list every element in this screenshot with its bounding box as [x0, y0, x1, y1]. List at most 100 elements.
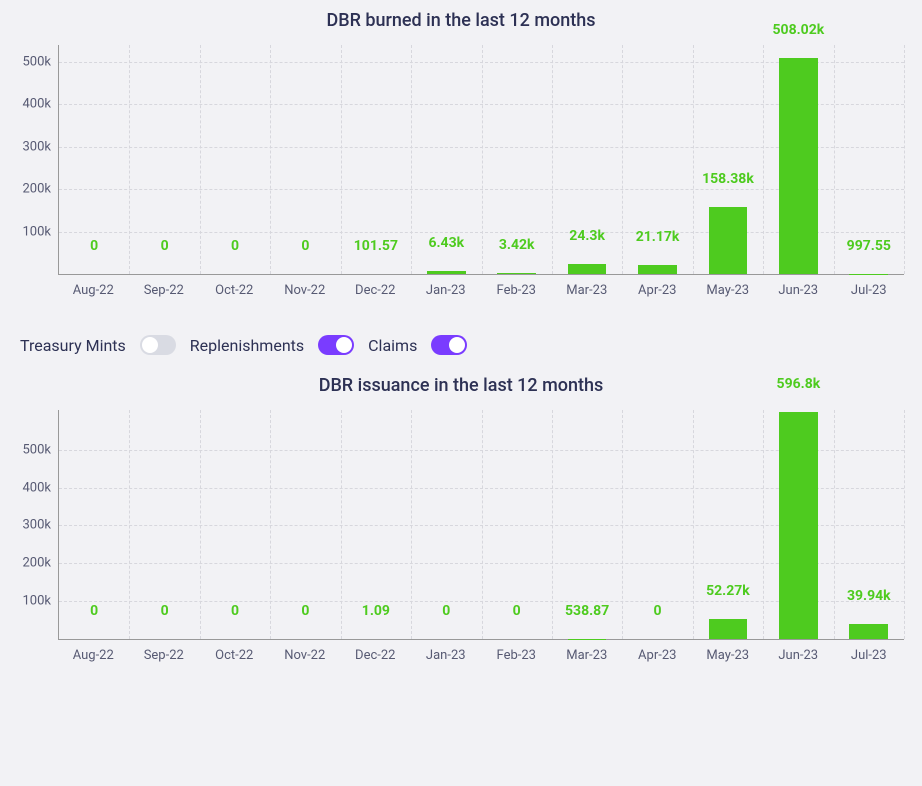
chart-gridline-h	[59, 450, 904, 451]
burned-xaxis: Aug-22 Sep-22 Oct-22 Nov-22 Dec-22 Jan-23 Feb-…	[58, 275, 904, 305]
chart-bar[interactable]	[709, 207, 748, 274]
chart-ytick-label: 500k	[22, 54, 59, 69]
chart-ytick-label: 300k	[22, 139, 59, 154]
toggle-switch[interactable]	[431, 335, 467, 355]
burned-chart: 100k200k300k400k500k0000101.576.43k3.42k…	[58, 45, 904, 305]
chart-ytick-label: 300k	[22, 518, 59, 533]
chart-gridline-v	[341, 45, 342, 274]
chart-gridline-h	[59, 601, 904, 602]
chart-xtick-label: Feb-23	[497, 648, 536, 663]
chart-bar-label: 0	[513, 603, 521, 619]
chart-xtick-label: May-23	[706, 648, 749, 663]
chart-bar-label: 0	[90, 603, 98, 619]
chart-xtick-label: Oct-22	[215, 283, 253, 298]
chart-ytick-label: 400k	[22, 97, 59, 112]
chart-bar-label: 0	[231, 603, 239, 619]
chart-xtick-label: Mar-23	[566, 283, 607, 298]
chart-bar-label: 158.38k	[702, 171, 754, 187]
chart-bar[interactable]	[568, 264, 607, 274]
chart-bar-label: 0	[90, 238, 98, 254]
chart-gridline-v	[622, 45, 623, 274]
toggle-label: Replenishments	[190, 336, 304, 355]
chart-bar-label: 0	[301, 238, 309, 254]
chart-gridline-h	[59, 232, 904, 233]
chart-gridline-v	[270, 45, 271, 274]
chart-xtick-label: Dec-22	[355, 283, 395, 298]
chart-xtick-label: Jul-23	[851, 648, 887, 663]
chart-ytick-label: 100k	[22, 224, 59, 239]
toggle-knob	[142, 337, 158, 353]
chart-gridline-v	[129, 45, 130, 274]
toggle-knob	[449, 337, 465, 353]
chart-xtick-label: Dec-22	[355, 648, 395, 663]
issuance-xaxis: Aug-22 Sep-22 Oct-22 Nov-22 Dec-22 Jan-23 Feb-…	[58, 640, 904, 670]
chart-ytick-label: 200k	[22, 182, 59, 197]
chart-xtick-label: Nov-22	[284, 648, 325, 663]
chart-bar-label: 0	[231, 238, 239, 254]
chart-xtick-label: Aug-22	[73, 283, 114, 298]
chart-xtick-label: Feb-23	[497, 283, 536, 298]
chart-gridline-v	[482, 45, 483, 274]
chart-xtick-label: Jan-23	[426, 283, 466, 298]
burned-plot-area: 100k200k300k400k500k0000101.576.43k3.42k…	[58, 45, 904, 275]
chart-gridline-v	[763, 45, 764, 274]
chart-gridline-v	[904, 410, 905, 639]
chart-gridline-h	[59, 563, 904, 564]
chart-bar-label: 3.42k	[499, 237, 535, 253]
issuance-chart-block: DBR issuance in the last 12 months 100k2…	[0, 365, 922, 690]
chart-bar[interactable]	[427, 271, 466, 274]
chart-xtick-label: Nov-22	[284, 283, 325, 298]
chart-gridline-v	[693, 45, 694, 274]
chart-xtick-label: Jun-23	[778, 648, 818, 663]
chart-bar-label: 39.94k	[847, 588, 891, 604]
burned-chart-block: DBR burned in the last 12 months 100k200…	[0, 0, 922, 325]
chart-bar-label: 508.02k	[773, 22, 825, 38]
toggle-switch[interactable]	[318, 335, 354, 355]
chart-gridline-h	[59, 62, 904, 63]
chart-bar[interactable]	[779, 58, 818, 274]
chart-bar-label: 0	[654, 603, 662, 619]
chart-ytick-label: 400k	[22, 480, 59, 495]
chart-xtick-label: Jul-23	[851, 283, 887, 298]
chart-gridline-v	[834, 45, 835, 274]
chart-gridline-v	[200, 45, 201, 274]
chart-xtick-label: May-23	[706, 283, 749, 298]
chart-gridline-v	[904, 45, 905, 274]
chart-bar[interactable]	[849, 624, 888, 639]
toggle-label: Claims	[368, 336, 417, 355]
chart-xtick-label: Jun-23	[778, 283, 818, 298]
chart-bar-label: 21.17k	[636, 229, 680, 245]
chart-bar[interactable]	[709, 619, 748, 639]
chart-gridline-v	[552, 45, 553, 274]
chart-bar-label: 0	[161, 238, 169, 254]
chart-bar-label: 0	[301, 603, 309, 619]
issuance-plot-area: 100k200k300k400k500k00001.0900538.87052.…	[58, 410, 904, 640]
chart-xtick-label: Jan-23	[426, 648, 466, 663]
toggle-row: Treasury Mints Replenishments Claims	[0, 331, 922, 359]
chart-bar-label: 0	[161, 603, 169, 619]
chart-xtick-label: Aug-22	[73, 648, 114, 663]
chart-bar-label: 101.57	[354, 238, 398, 254]
chart-xtick-label: Sep-22	[144, 283, 184, 298]
chart-gridline-v	[411, 45, 412, 274]
chart-xtick-label: Oct-22	[215, 648, 253, 663]
chart-bar[interactable]	[638, 265, 677, 274]
chart-bar-label: 538.87	[565, 603, 609, 619]
chart-xtick-label: Sep-22	[144, 648, 184, 663]
chart-gridline-h	[59, 147, 904, 148]
chart-bar-label: 0	[442, 603, 450, 619]
issuance-chart: 100k200k300k400k500k00001.0900538.87052.…	[58, 410, 904, 670]
chart-ytick-label: 100k	[22, 594, 59, 609]
chart-bar[interactable]	[779, 412, 818, 639]
chart-gridline-h	[59, 525, 904, 526]
chart-bar-label: 52.27k	[706, 583, 750, 599]
chart-gridline-h	[59, 104, 904, 105]
toggle-switch[interactable]	[140, 335, 176, 355]
chart-xtick-label: Mar-23	[566, 648, 607, 663]
chart-gridline-h	[59, 488, 904, 489]
chart-ytick-label: 500k	[22, 442, 59, 457]
toggle-label: Treasury Mints	[20, 336, 126, 355]
chart-gridline-h	[59, 189, 904, 190]
chart-bar[interactable]	[497, 273, 536, 274]
chart-bar-label: 1.09	[362, 603, 390, 619]
